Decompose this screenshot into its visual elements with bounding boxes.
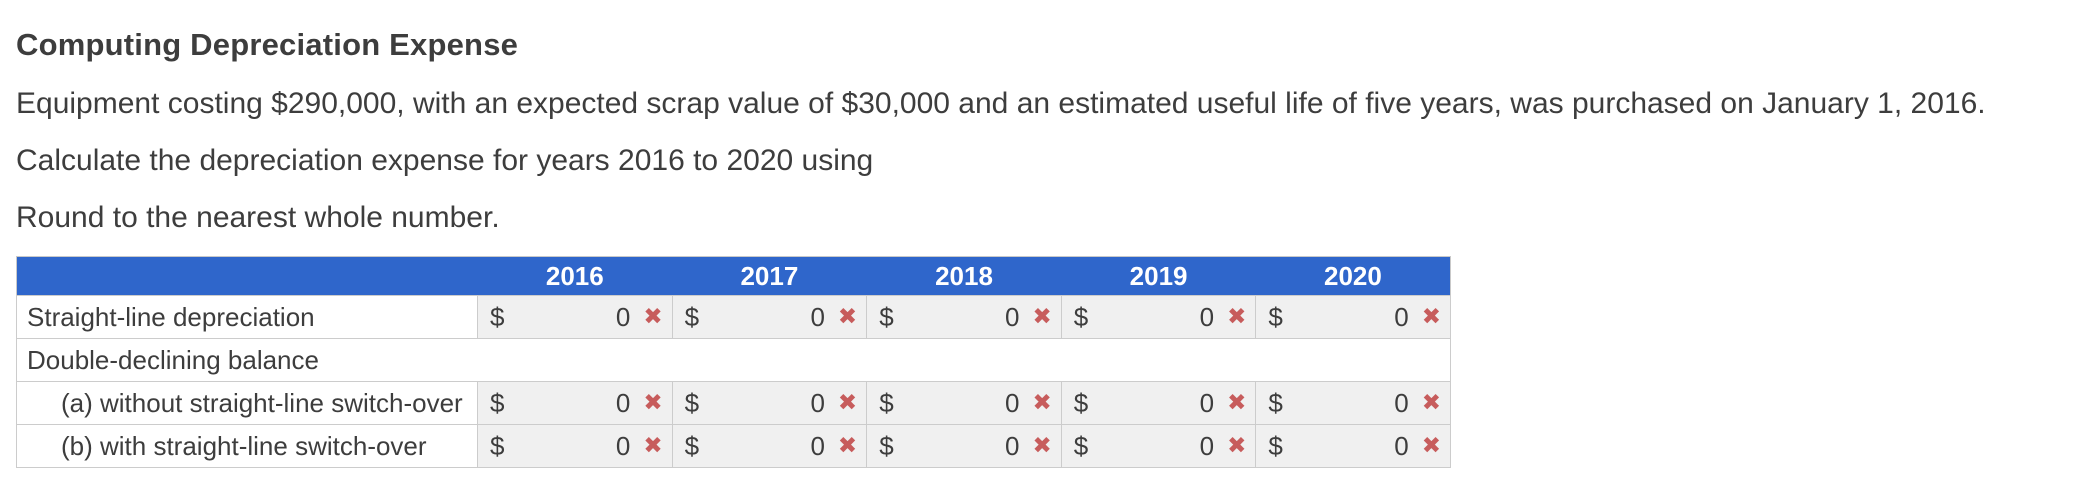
year-header-2018: 2018 [866,256,1062,296]
answer-value: 0 [810,387,825,418]
answer-value: 0 [1005,301,1020,332]
incorrect-mark-icon: ✖ [837,389,858,416]
table-row-ddb-without-switchover: (a) without straight-line switch-over $ … [16,381,1451,426]
currency-symbol: $ [1073,430,1089,461]
answer-value: 0 [615,430,631,461]
currency-symbol: $ [1073,301,1089,332]
incorrect-mark-icon: ✖ [1227,303,1247,330]
currency-symbol: $ [879,387,894,418]
answer-cell[interactable]: $ 0 ✖ [671,424,868,469]
answer-value: 0 [615,387,631,418]
incorrect-mark-icon: ✖ [1032,432,1052,459]
year-header-2016: 2016 [477,256,673,296]
answer-cell[interactable]: $ 0 ✖ [1060,424,1257,469]
incorrect-mark-icon: ✖ [1032,389,1052,416]
answer-cell[interactable]: $ 0 ✖ [477,381,673,426]
answer-value: 0 [810,301,825,332]
year-header-row: 2016 2017 2018 2019 2020 [16,256,1451,296]
problem-instruction: Calculate the depreciation expense for y… [16,144,874,178]
answer-cell[interactable]: $ 0 ✖ [671,381,868,426]
answer-value: 0 [1199,301,1215,332]
currency-symbol: $ [1073,387,1089,418]
incorrect-mark-icon: ✖ [643,432,663,459]
answer-cell[interactable]: $ 0 ✖ [1255,424,1451,469]
answer-value: 0 [1005,430,1020,461]
currency-symbol: $ [1268,430,1283,461]
currency-symbol: $ [879,301,894,332]
answer-cell[interactable]: $ 0 ✖ [671,295,868,340]
table-row-section-double-declining: Double-declining balance [16,338,1451,383]
problem-statement: Equipment costing $290,000, with an expe… [16,87,1986,121]
answer-value: 0 [1199,430,1215,461]
answer-cell[interactable]: $ 0 ✖ [866,381,1062,426]
answer-cell[interactable]: $ 0 ✖ [477,424,673,469]
rounding-note: Round to the nearest whole number. [16,201,500,235]
incorrect-mark-icon: ✖ [1421,389,1441,416]
year-header-2017: 2017 [672,256,867,296]
currency-symbol: $ [879,430,894,461]
answer-value: 0 [1199,387,1215,418]
answer-cell[interactable]: $ 0 ✖ [477,295,673,340]
currency-symbol: $ [684,301,700,332]
row-label-straight-line: Straight-line depreciation [16,295,478,340]
incorrect-mark-icon: ✖ [837,303,858,330]
incorrect-mark-icon: ✖ [1421,432,1441,459]
currency-symbol: $ [1268,387,1283,418]
incorrect-mark-icon: ✖ [643,389,663,416]
answer-value: 0 [615,301,631,332]
row-label-ddb-without-switchover: (a) without straight-line switch-over [16,381,478,426]
currency-symbol: $ [684,430,700,461]
year-header-2020: 2020 [1255,256,1451,296]
currency-symbol: $ [1268,301,1283,332]
answer-cell[interactable]: $ 0 ✖ [1255,295,1451,340]
problem-panel: Computing Depreciation Expense Equipment… [16,26,2080,469]
answer-cell[interactable]: $ 0 ✖ [866,295,1062,340]
answer-cell[interactable]: $ 0 ✖ [1255,381,1451,426]
answer-value: 0 [1394,301,1409,332]
row-label-ddb-with-switchover: (b) with straight-line switch-over [16,424,478,469]
currency-symbol: $ [684,387,700,418]
currency-symbol: $ [490,301,505,332]
problem-title: Computing Depreciation Expense [16,27,519,62]
incorrect-mark-icon: ✖ [837,432,858,459]
section-label-double-declining: Double-declining balance [16,338,1451,383]
table-row-ddb-with-switchover: (b) with straight-line switch-over $ 0 ✖… [16,424,1451,469]
currency-symbol: $ [490,387,505,418]
answer-cell[interactable]: $ 0 ✖ [1060,381,1257,426]
answer-value: 0 [1005,387,1020,418]
year-header-2019: 2019 [1061,256,1256,296]
incorrect-mark-icon: ✖ [1227,432,1247,459]
currency-symbol: $ [490,430,505,461]
table-row-straight-line: Straight-line depreciation $ 0 ✖ $ 0 ✖ [16,295,1451,340]
answer-cell[interactable]: $ 0 ✖ [866,424,1062,469]
incorrect-mark-icon: ✖ [1421,303,1441,330]
incorrect-mark-icon: ✖ [1032,303,1052,330]
incorrect-mark-icon: ✖ [643,303,663,330]
incorrect-mark-icon: ✖ [1227,389,1247,416]
header-spacer [16,256,478,296]
answer-value: 0 [810,430,825,461]
answer-value: 0 [1394,430,1409,461]
depreciation-table: 2016 2017 2018 2019 2020 Straight-line d… [16,256,1451,469]
answer-cell[interactable]: $ 0 ✖ [1060,295,1257,340]
answer-value: 0 [1394,387,1409,418]
